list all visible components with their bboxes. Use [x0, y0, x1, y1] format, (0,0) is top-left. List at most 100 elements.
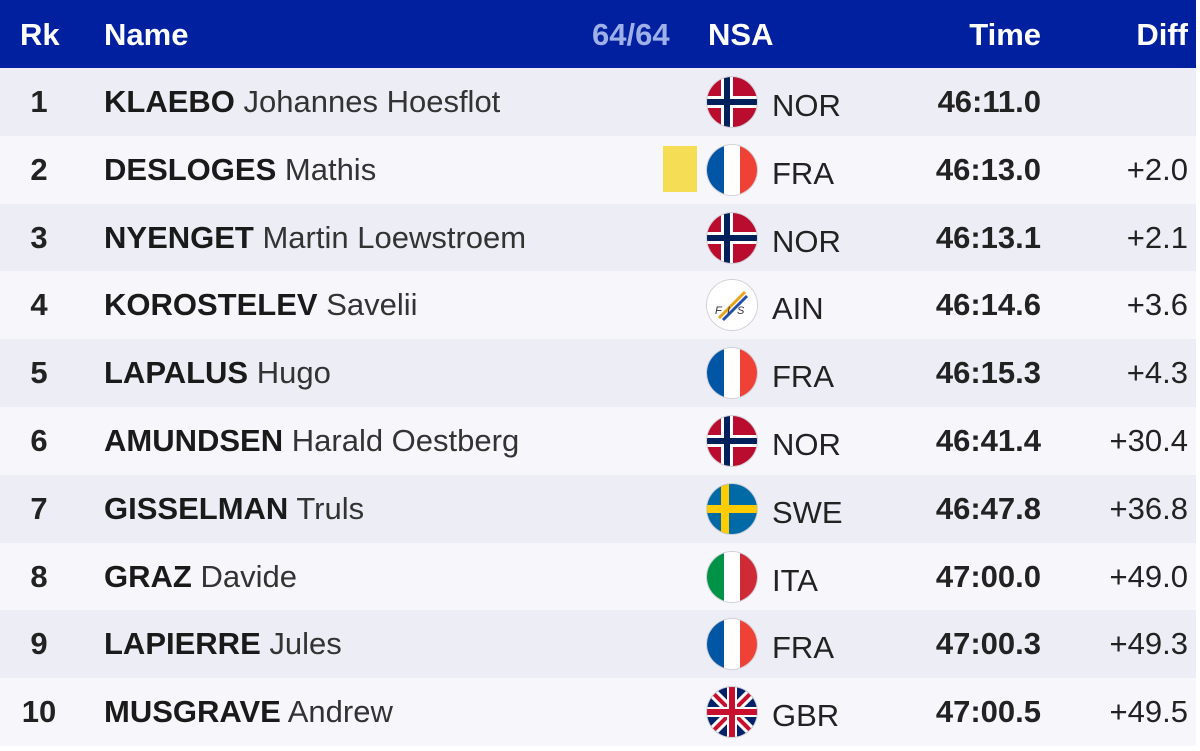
athlete-name[interactable]: LAPIERRE Jules	[104, 610, 342, 678]
header-time[interactable]: Time	[969, 17, 1041, 52]
rank-cell: 6	[30, 423, 48, 458]
svg-text:I: I	[727, 305, 730, 317]
table-row[interactable]: 2 DESLOGES Mathis FRA 46:13.0 +2.0	[0, 135, 1196, 204]
first-name: Truls	[296, 490, 365, 526]
diff-cell: +30.4	[1109, 423, 1188, 458]
athlete-name[interactable]: NYENGET Martin Loewstroem	[104, 204, 526, 272]
france-flag-icon	[707, 348, 757, 399]
france-flag-icon	[707, 144, 757, 195]
last-name: LAPALUS	[104, 355, 249, 391]
time-cell: 46:13.0	[935, 151, 1041, 187]
norway-flag-icon	[707, 212, 757, 263]
diff-cell: +2.1	[1126, 219, 1188, 255]
athlete-name[interactable]: KLAEBO Johannes Hoesflot	[104, 68, 500, 136]
athlete-name[interactable]: MUSGRAVE Andrew	[104, 678, 393, 746]
time-cell: 46:15.3	[935, 355, 1041, 391]
athlete-name[interactable]: AMUNDSEN Harald Oestberg	[104, 407, 519, 475]
header-rank[interactable]: Rk	[20, 17, 60, 52]
last-name: AMUNDSEN	[104, 423, 284, 458]
last-name: KOROSTELEV	[104, 287, 318, 323]
header-nsa[interactable]: NSA	[708, 17, 774, 52]
nsa-code: ITA	[772, 562, 818, 598]
last-name: NYENGET	[104, 219, 254, 255]
diff-cell: +49.5	[1109, 694, 1188, 730]
rank-cell: 7	[30, 490, 48, 526]
table-row[interactable]: 3 NYENGET Martin Loewstroem NOR 46:13.1 +2.1	[0, 203, 1196, 272]
table-row[interactable]: 4 KOROSTELEV Savelii F I S AIN 46:14.6 +3.6	[0, 271, 1196, 340]
last-name: DESLOGES	[104, 151, 277, 187]
first-name: Davide	[200, 558, 297, 594]
time-cell: 46:41.4	[935, 423, 1041, 458]
first-name: Andrew	[287, 694, 393, 730]
time-cell: 47:00.0	[935, 558, 1041, 594]
diff-cell: +4.3	[1126, 355, 1188, 391]
nsa-code: AIN	[772, 291, 824, 327]
time-cell: 46:13.1	[935, 219, 1041, 255]
first-name: Savelii	[326, 287, 418, 323]
uk-flag-icon	[707, 687, 757, 738]
athlete-name[interactable]: KOROSTELEV Savelii	[104, 271, 418, 339]
table-row[interactable]: 8 GRAZ Davide ITA 47:00.0 +49.0	[0, 542, 1196, 611]
last-name: LAPIERRE	[104, 626, 261, 662]
header-name[interactable]: Name	[104, 17, 189, 52]
norway-flag-icon	[707, 416, 757, 466]
nsa-code: SWE	[772, 494, 843, 530]
svg-text:F: F	[715, 305, 723, 317]
france-flag-icon	[707, 619, 757, 670]
last-name: GRAZ	[104, 558, 192, 594]
first-name: Martin Loewstroem	[262, 219, 527, 255]
first-name: Hugo	[256, 355, 331, 391]
last-name: KLAEBO	[104, 84, 235, 119]
last-name: GISSELMAN	[104, 490, 289, 526]
diff-cell: +36.8	[1109, 490, 1188, 526]
nsa-code: NOR	[772, 223, 841, 259]
first-name: Jules	[269, 626, 342, 662]
table-row[interactable]: 7 GISSELMAN Truls SWE 46:47.8 +36.8	[0, 474, 1196, 543]
table-row[interactable]: 6 AMUNDSEN Harald Oestberg NOR 46:41.4 +30.4	[0, 407, 1196, 475]
table-header: Rk Name 64/64 NSA Time Diff	[0, 0, 1196, 68]
athlete-name[interactable]: GRAZ Davide	[104, 543, 297, 611]
athlete-name[interactable]: GISSELMAN Truls	[104, 475, 364, 543]
time-cell: 47:00.5	[935, 694, 1041, 730]
nsa-code: NOR	[772, 88, 841, 123]
svg-text:S: S	[737, 305, 745, 317]
rank-cell: 8	[30, 558, 48, 594]
diff-cell: +3.6	[1126, 287, 1188, 323]
norway-flag-icon	[707, 77, 757, 127]
athlete-name[interactable]: DESLOGES Mathis	[104, 136, 376, 204]
nsa-code: FRA	[772, 359, 834, 395]
rank-cell: 3	[30, 219, 48, 255]
nsa-code: NOR	[772, 427, 841, 462]
rank-cell: 4	[30, 287, 48, 323]
time-cell: 46:14.6	[935, 287, 1041, 323]
nsa-code: FRA	[772, 630, 834, 666]
nsa-code: GBR	[772, 698, 840, 734]
table-row[interactable]: 5 LAPALUS Hugo FRA 46:15.3 +4.3	[0, 339, 1196, 408]
italy-flag-icon	[707, 551, 757, 602]
table-row[interactable]: 9 LAPIERRE Jules FRA 47:00.3 +49.3	[0, 610, 1196, 679]
rank-cell: 2	[30, 151, 48, 187]
rank-cell: 1	[30, 84, 48, 119]
time-cell: 46:47.8	[935, 490, 1041, 526]
table-row[interactable]: 10 MUSGRAVE Andrew GBR 47:00.5 +49.5	[0, 678, 1196, 747]
rank-cell: 5	[30, 355, 48, 391]
time-cell: 46:11.0	[937, 84, 1041, 119]
table-row[interactable]: 1 KLAEBO Johannes Hoesflot NOR 46:11.0	[0, 68, 1196, 136]
nsa-code: FRA	[772, 155, 834, 191]
first-name: Johannes Hoesflot	[243, 84, 501, 119]
sweden-flag-icon	[707, 483, 757, 534]
header-diff[interactable]: Diff	[1136, 17, 1188, 52]
athlete-name[interactable]: LAPALUS Hugo	[104, 339, 331, 407]
rank-cell: 9	[30, 626, 48, 662]
first-name: Harald Oestberg	[291, 423, 520, 458]
first-name: Mathis	[284, 151, 377, 187]
diff-cell: +49.0	[1109, 558, 1188, 594]
athlete-count: 64/64	[592, 17, 670, 52]
yellow-bib-marker	[663, 146, 697, 192]
diff-cell: +2.0	[1126, 151, 1188, 187]
last-name: MUSGRAVE	[104, 694, 281, 730]
diff-cell: +49.3	[1109, 626, 1188, 662]
time-cell: 47:00.3	[935, 626, 1041, 662]
